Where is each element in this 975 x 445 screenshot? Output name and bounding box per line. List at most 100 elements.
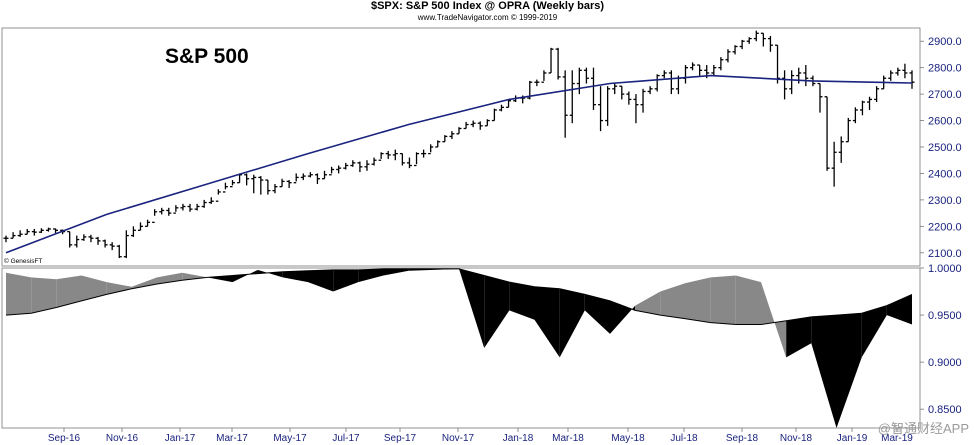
- ratio-area-above: [710, 275, 736, 325]
- price-bar: [803, 65, 809, 87]
- price-bar: [498, 104, 504, 112]
- price-bar: [265, 179, 271, 195]
- ratio-area-below: [282, 270, 308, 283]
- price-bar: [364, 160, 370, 171]
- ratio-panel-frame: [1, 267, 921, 429]
- price-bar: [116, 244, 122, 259]
- x-tick-label: May-18: [611, 433, 645, 444]
- price-bar: [81, 234, 87, 241]
- price-bar: [640, 88, 646, 113]
- price-bar: [732, 45, 738, 55]
- x-tick-label: Jan-17: [165, 433, 196, 444]
- price-bar: [753, 30, 759, 42]
- price-bar: [230, 180, 235, 188]
- price-bar: [668, 70, 674, 95]
- price-bar: [838, 136, 844, 163]
- watermark: @智通财经APP: [877, 421, 969, 436]
- price-bar: [697, 64, 703, 76]
- price-bar: [31, 228, 37, 236]
- price-bar: [109, 242, 115, 251]
- price-bar: [576, 67, 582, 95]
- price-bar: [385, 150, 391, 159]
- price-bar: [725, 49, 731, 63]
- ratio-area-below: [459, 268, 485, 348]
- y-tick-label: 2900.0: [928, 36, 962, 48]
- price-bar: [215, 189, 221, 202]
- price-bar: [569, 70, 575, 124]
- price-bar: [222, 182, 228, 193]
- price-bar: [279, 178, 285, 188]
- chart-title: $SPX: S&P 500 Index @ OPRA (Weekly bars): [370, 0, 605, 12]
- price-bar: [902, 63, 908, 79]
- price-bar: [817, 82, 823, 113]
- price-bar: [187, 203, 193, 212]
- source-label: © GenesisFT: [4, 258, 43, 265]
- price-bar: [399, 152, 405, 166]
- price-bar: [548, 47, 554, 74]
- ratio-y-tick-label: 0.9000: [928, 357, 962, 369]
- price-bar: [442, 135, 448, 143]
- price-bar: [38, 228, 44, 233]
- price-bar: [173, 205, 179, 214]
- price-bar: [421, 149, 427, 158]
- price-bar: [491, 108, 497, 122]
- y-tick-label: 2100.0: [928, 248, 962, 260]
- price-bar: [619, 85, 625, 100]
- ratio-y-tick-label: 1.0000: [928, 263, 962, 275]
- price-bar: [867, 96, 873, 110]
- price-bar: [208, 197, 214, 204]
- price-bar: [760, 32, 766, 47]
- axes: 2100.0 2200.0 2300.0 2400.0 2500.0 2600.0 2700…: [48, 36, 962, 444]
- price-bar: [102, 239, 108, 248]
- price-bar: [789, 70, 795, 95]
- price-bar: [477, 121, 483, 130]
- ratio-area-below: [786, 316, 812, 358]
- price-bar: [414, 152, 420, 167]
- ratio-area-below: [610, 300, 636, 334]
- ratio-area-below: [333, 269, 359, 292]
- chart-label: S&P 500: [165, 45, 249, 68]
- price-bar: [3, 235, 9, 243]
- ratio-area-below: [861, 305, 887, 358]
- x-tick-label: Jan-18: [503, 433, 534, 444]
- y-tick-label: 2300.0: [928, 195, 962, 207]
- price-bar: [123, 230, 129, 259]
- ratio-area-below: [383, 268, 409, 276]
- price-bar: [251, 174, 257, 194]
- price-bar: [350, 160, 356, 167]
- price-bar: [484, 119, 490, 127]
- ratio-area-below: [886, 294, 912, 325]
- x-tick-label: Mar-17: [216, 433, 248, 444]
- price-bar: [683, 65, 688, 84]
- ratio-area-above: [635, 291, 661, 316]
- price-bar: [654, 74, 660, 92]
- price-bar: [541, 70, 547, 83]
- ratio-area-above: [761, 282, 787, 358]
- price-bar: [661, 70, 667, 79]
- price-bar: [201, 199, 207, 208]
- ratio-area-below: [584, 294, 610, 334]
- price-bar: [180, 203, 186, 211]
- price-bar: [435, 140, 441, 148]
- ratio-area-below: [308, 269, 334, 292]
- price-bar: [633, 94, 639, 124]
- ratio-area-above: [81, 275, 107, 301]
- price-bar: [796, 67, 802, 84]
- x-tick-label: Sep-18: [726, 433, 759, 444]
- x-tick-label: Jul-17: [332, 433, 360, 444]
- price-bar: [392, 149, 398, 161]
- price-bar: [343, 162, 349, 170]
- ratio-area-below: [534, 286, 560, 358]
- price-bar: [293, 173, 299, 184]
- price-bar: [647, 86, 653, 95]
- x-tick-label: Jul-18: [670, 433, 698, 444]
- price-bar: [746, 37, 752, 44]
- price-bar: [406, 157, 412, 169]
- panel-frames: [1, 27, 921, 429]
- y-tick-label: 2600.0: [928, 116, 962, 128]
- price-bar: [718, 57, 724, 71]
- ratio-area-below: [232, 269, 258, 283]
- price-bar: [909, 70, 915, 89]
